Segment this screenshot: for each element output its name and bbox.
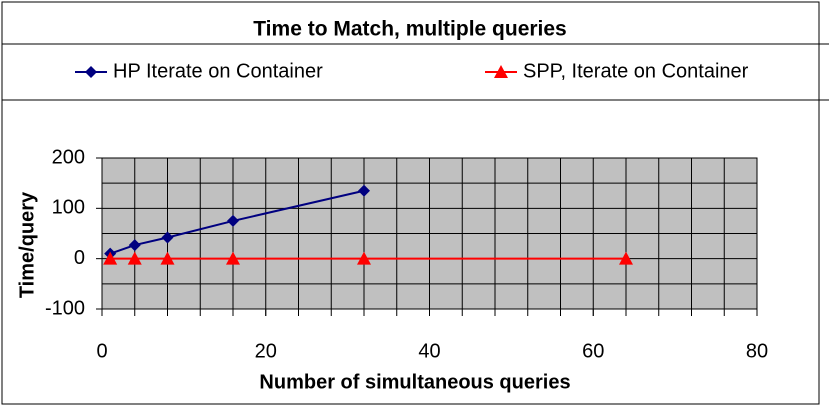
legend-label: SPP, Iterate on Container	[523, 60, 749, 82]
data-point	[128, 239, 141, 252]
x-tick-label: 60	[582, 340, 604, 362]
x-axis-label: Number of simultaneous queries	[259, 371, 570, 393]
data-point	[161, 231, 174, 244]
y-tick-label: 200	[52, 146, 85, 168]
legend-marker	[494, 65, 508, 78]
x-tick-label: 80	[746, 340, 768, 362]
y-axis-label: Time/query	[16, 191, 38, 298]
data-point	[160, 251, 175, 265]
y-tick-label: 100	[52, 197, 85, 219]
y-tick-label: -100	[45, 297, 85, 319]
data-point	[358, 184, 370, 197]
x-tick-label: 40	[418, 340, 440, 362]
data-point	[357, 251, 371, 265]
x-tick-label: 0	[96, 340, 107, 362]
y-tick-label: 0	[74, 247, 85, 269]
x-tick-label: 20	[255, 340, 277, 362]
data-point	[103, 251, 118, 265]
data-point	[619, 251, 633, 265]
data-point	[227, 214, 239, 227]
legend-marker	[85, 66, 97, 78]
legend-label: HP Iterate on Container	[113, 60, 323, 82]
data-point	[226, 251, 240, 265]
data-point	[127, 251, 142, 265]
chart-title: Time to Match, multiple queries	[253, 18, 567, 41]
